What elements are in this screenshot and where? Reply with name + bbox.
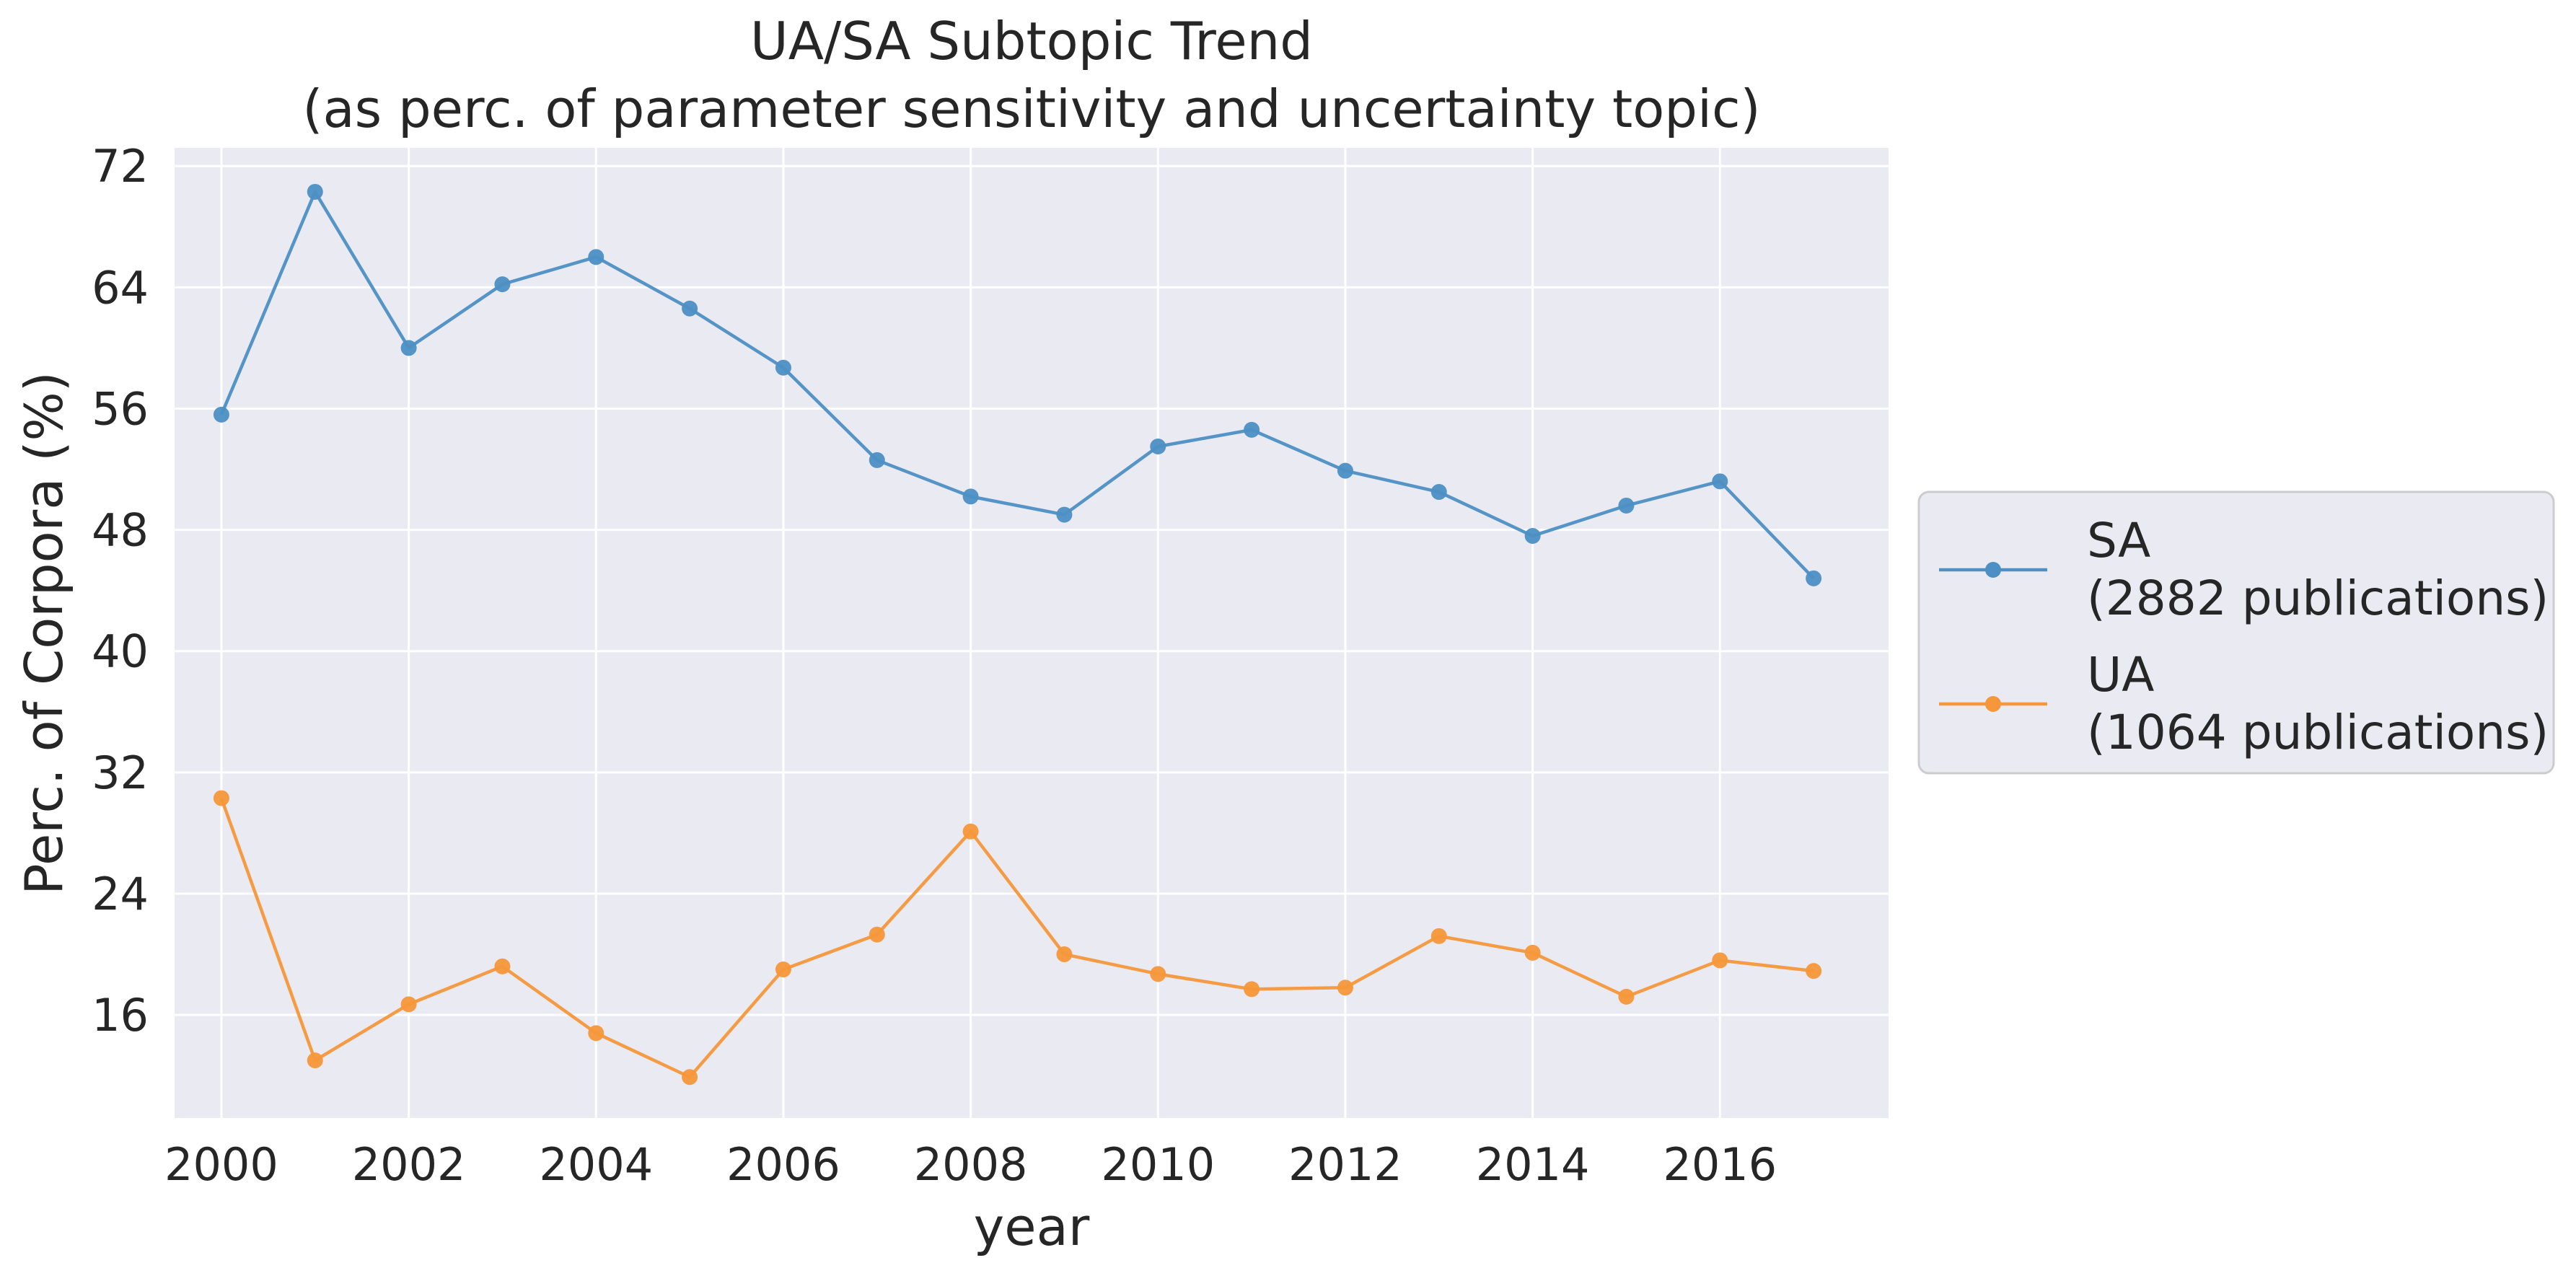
y-tick-label: 72 <box>92 140 149 193</box>
y-tick-label: 56 <box>92 382 149 435</box>
x-tick-label: 2012 <box>1288 1138 1402 1191</box>
x-tick-label: 2006 <box>726 1138 840 1191</box>
data-point-ua <box>307 1052 323 1069</box>
series-line-ua <box>219 797 1814 1079</box>
x-axis-ticks: 2000 2002 2004 2006 2008 2010 2012 2014 2016 <box>164 1138 1777 1191</box>
legend-item-ua: UA(1064 publications) <box>1939 647 2549 760</box>
y-tick-label: 48 <box>92 504 149 557</box>
data-point-ua <box>775 961 791 978</box>
legend-detail-sa: (2882 publications) <box>2087 571 2549 626</box>
data-point-ua <box>588 1025 605 1042</box>
y-axis-label: Perc. of Corpora (%) <box>14 371 74 895</box>
legend-label-sa: SA <box>2087 513 2150 568</box>
data-point-sa <box>869 452 885 468</box>
legend-item-sa: SA(2882 publications) <box>1939 513 2549 626</box>
data-point-sa <box>1618 497 1635 514</box>
y-tick-label: 64 <box>92 261 149 314</box>
data-point-sa <box>1150 439 1166 455</box>
series-ua <box>213 790 1822 1086</box>
y-tick-label: 32 <box>92 747 149 799</box>
data-point-ua <box>1337 980 1353 996</box>
data-point-ua <box>682 1069 698 1086</box>
y-tick-label: 16 <box>92 989 149 1042</box>
y-tick-label: 24 <box>92 868 149 920</box>
data-point-ua <box>494 958 511 974</box>
data-point-ua <box>1524 944 1541 961</box>
data-point-ua <box>1056 946 1073 963</box>
data-point-ua <box>1244 981 1260 998</box>
x-tick-label: 2000 <box>164 1138 278 1191</box>
series-sa <box>213 183 1822 586</box>
data-point-sa <box>682 300 698 317</box>
data-point-ua <box>962 823 979 840</box>
data-point-sa <box>1056 506 1073 523</box>
x-tick-label: 2002 <box>352 1138 466 1191</box>
plot-background <box>175 148 1889 1118</box>
data-point-sa <box>1244 421 1260 438</box>
legend-box <box>1917 490 2555 775</box>
data-point-ua <box>213 790 229 806</box>
x-tick-label: 2004 <box>539 1138 653 1191</box>
legend: SA(2882 publications) UA(1064 publication… <box>1917 490 2555 775</box>
chart-subtitle: (as perc. of parameter sensitivity and u… <box>302 79 1760 139</box>
data-point-sa <box>400 340 417 356</box>
data-point-sa <box>1806 570 1822 586</box>
data-point-sa <box>307 183 323 200</box>
data-point-sa <box>962 488 979 505</box>
grid-lines <box>175 148 1889 1118</box>
x-axis-label: year <box>974 1197 1090 1257</box>
data-point-sa <box>775 359 791 376</box>
chart-title: UA/SA Subtopic Trend <box>750 11 1313 71</box>
data-point-sa <box>1712 473 1728 490</box>
y-tick-label: 40 <box>92 625 149 678</box>
data-point-ua <box>1150 966 1166 982</box>
data-point-ua <box>1618 988 1635 1005</box>
data-point-ua <box>1806 963 1822 980</box>
x-tick-label: 2008 <box>914 1138 1028 1191</box>
plot-area <box>175 148 1889 1118</box>
y-axis-ticks: 16 24 32 40 48 56 64 72 <box>92 140 149 1042</box>
data-point-ua <box>400 996 417 1013</box>
x-tick-label: 2014 <box>1476 1138 1590 1191</box>
x-tick-label: 2016 <box>1663 1138 1777 1191</box>
series-layer <box>213 183 1822 1086</box>
legend-detail-ua: (1064 publications) <box>2087 705 2549 760</box>
legend-marker-sa <box>1985 562 2001 578</box>
data-point-sa <box>494 276 511 293</box>
x-tick-label: 2010 <box>1101 1138 1215 1191</box>
data-point-ua <box>1712 952 1728 969</box>
legend-label-ua: UA <box>2087 647 2154 703</box>
data-point-sa <box>213 406 229 423</box>
data-point-sa <box>1524 528 1541 544</box>
data-point-sa <box>1430 484 1447 501</box>
data-point-sa <box>1337 462 1353 479</box>
legend-marker-ua <box>1985 696 2001 712</box>
data-point-ua <box>1430 928 1447 944</box>
data-point-ua <box>869 926 885 943</box>
data-point-sa <box>588 249 605 265</box>
series-line-sa <box>219 190 1815 580</box>
